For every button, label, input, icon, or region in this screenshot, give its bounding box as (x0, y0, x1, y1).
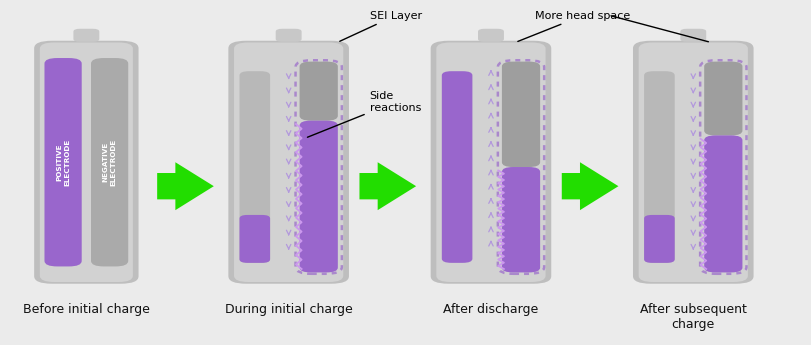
FancyBboxPatch shape (73, 29, 99, 42)
Text: During initial charge: During initial charge (225, 303, 352, 316)
FancyBboxPatch shape (703, 62, 741, 135)
Polygon shape (359, 162, 415, 210)
Text: Before initial charge: Before initial charge (23, 303, 149, 316)
FancyBboxPatch shape (643, 71, 674, 263)
Text: After subsequent
charge: After subsequent charge (639, 303, 746, 331)
FancyBboxPatch shape (299, 62, 337, 121)
FancyBboxPatch shape (478, 29, 504, 42)
FancyBboxPatch shape (40, 42, 133, 282)
FancyBboxPatch shape (234, 42, 343, 282)
FancyBboxPatch shape (501, 62, 539, 167)
FancyBboxPatch shape (501, 167, 539, 273)
FancyBboxPatch shape (276, 29, 301, 42)
FancyBboxPatch shape (91, 58, 128, 266)
Polygon shape (157, 162, 213, 210)
Text: POSITIVE
ELECTRODE: POSITIVE ELECTRODE (56, 139, 70, 186)
Text: More head space: More head space (517, 10, 630, 41)
FancyBboxPatch shape (638, 42, 747, 282)
FancyBboxPatch shape (228, 41, 349, 284)
FancyBboxPatch shape (299, 121, 337, 273)
FancyBboxPatch shape (430, 41, 551, 284)
Text: After discharge: After discharge (443, 303, 538, 316)
FancyBboxPatch shape (436, 42, 545, 282)
Polygon shape (561, 162, 618, 210)
FancyBboxPatch shape (441, 71, 472, 263)
FancyBboxPatch shape (34, 41, 139, 284)
FancyBboxPatch shape (239, 71, 270, 263)
FancyBboxPatch shape (45, 58, 82, 266)
FancyBboxPatch shape (633, 41, 753, 284)
Text: Side
reactions: Side reactions (307, 91, 420, 137)
Text: SEI Layer: SEI Layer (339, 10, 421, 41)
FancyBboxPatch shape (239, 215, 270, 263)
FancyBboxPatch shape (680, 29, 706, 42)
Text: NEGATIVE
ELECTRODE: NEGATIVE ELECTRODE (102, 139, 117, 186)
FancyBboxPatch shape (643, 215, 674, 263)
FancyBboxPatch shape (703, 135, 741, 273)
